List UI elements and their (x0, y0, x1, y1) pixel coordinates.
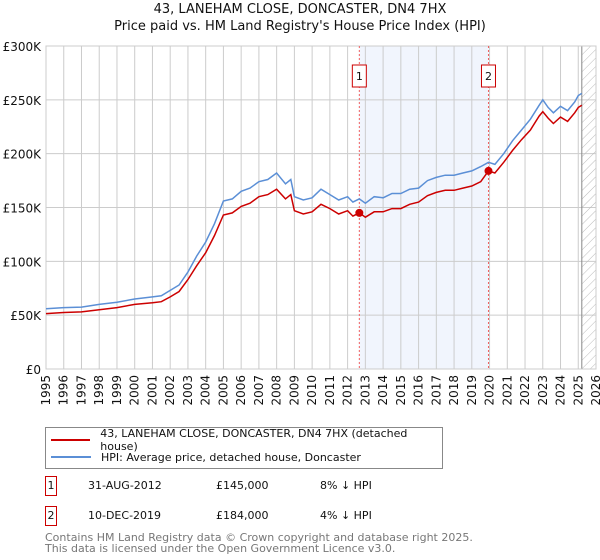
legend-label-price: 43, LANEHAM CLOSE, DONCASTER, DN4 7HX (d… (100, 427, 408, 453)
price-chart: 1995 1996 1997 1998 1999 2000 2001 2002 2003 2004… (3, 40, 600, 406)
y-tick-label: £250K (3, 94, 43, 108)
y-tick-label: £50K (10, 309, 42, 323)
sale-date: 31-AUG-2012 (88, 479, 162, 492)
x-tick-label: 2018 (447, 375, 461, 406)
footer-copyright: Contains HM Land Registry data © Crown c… (45, 531, 473, 544)
x-tick-label: 2007 (252, 375, 266, 406)
price-paid-line (45, 104, 583, 315)
sale-badge: 1 (45, 476, 57, 496)
x-tick-label: 2003 (181, 375, 195, 406)
footer: Contains HM Land Registry data © Crown c… (45, 532, 473, 554)
legend-item-price: 43, LANEHAM CLOSE, DONCASTER, DN4 7HX (d… (51, 427, 442, 453)
x-tick-label: 2012 (341, 375, 355, 406)
y-tick-label: £0 (26, 363, 41, 377)
sale-price: £184,000 (216, 509, 269, 522)
x-tick-label: 2008 (270, 375, 284, 406)
x-tick-label: 2013 (358, 375, 372, 406)
sale-label-number: 1 (356, 70, 363, 83)
sale-label-border (480, 64, 496, 88)
sale-point (484, 166, 493, 175)
x-tick-label: 2022 (518, 375, 532, 406)
x-tick-label: 2017 (429, 375, 443, 406)
x-tick-label: 2009 (287, 375, 301, 406)
sale-label-box: 1 (351, 64, 367, 88)
y-tick-label: £100K (3, 255, 43, 269)
x-tick-label: 1996 (57, 375, 71, 406)
sale-label-number: 2 (485, 70, 492, 83)
y-tick-label: £150K (3, 202, 43, 216)
x-tick-label: 2010 (305, 375, 319, 406)
hpi-line (45, 92, 583, 310)
sale-label-border (351, 64, 367, 88)
x-tick-label: 1999 (110, 375, 124, 406)
footer-licence: This data is licensed under the Open Gov… (45, 542, 396, 555)
chart-subtitle: Price paid vs. HM Land Registry's House … (114, 19, 486, 34)
y-tick-label: £200K (3, 148, 43, 162)
sale-point (355, 208, 364, 217)
forecast-hatch (581, 46, 596, 369)
x-tick-label: 2006 (234, 375, 248, 406)
sale-date: 10-DEC-2019 (88, 509, 162, 522)
x-tick-label: 2016 (412, 375, 426, 406)
legend-swatch-blue (51, 456, 91, 458)
x-tick-label: 2005 (216, 375, 230, 406)
x-tick-label: 2024 (554, 375, 568, 406)
x-tick-label: 2015 (394, 375, 408, 406)
sale-hpi-diff: 8% ↓ HPI (320, 479, 372, 492)
sale-price: £145,000 (216, 479, 269, 492)
x-tick-label: 2002 (163, 375, 177, 406)
chart-title: 43, LANEHAM CLOSE, DONCASTER, DN4 7HX (153, 2, 447, 17)
sale-badge: 2 (45, 506, 57, 526)
x-tick-label: 2011 (323, 375, 337, 406)
x-tick-label: 1997 (74, 375, 88, 406)
x-tick-label: 2025 (571, 375, 585, 406)
x-tick-label: 2001 (145, 375, 159, 406)
plot-frame (45, 45, 597, 370)
legend-label-hpi: HPI: Average price, detached house, Donc… (101, 450, 361, 464)
sale-label-box: 2 (480, 64, 496, 88)
sale-hpi-diff: 4% ↓ HPI (320, 509, 372, 522)
x-tick-label: 2019 (465, 375, 479, 406)
legend-swatch-red (51, 439, 91, 441)
y-tick-label: £300K (3, 40, 43, 54)
x-tick-label: 2020 (483, 375, 497, 406)
x-tick-label: 2004 (199, 375, 213, 406)
x-tick-label: 2000 (128, 375, 142, 406)
x-tick-label: 1998 (92, 375, 106, 406)
legend-item-hpi: HPI: Average price, detached house, Donc… (51, 449, 361, 465)
chart-legend: 43, LANEHAM CLOSE, DONCASTER, DN4 7HX (d… (45, 427, 443, 469)
x-tick-label: 2023 (536, 375, 550, 406)
x-tick-label: 2014 (376, 375, 390, 406)
x-tick-label: 2026 (589, 375, 600, 406)
x-tick-label: 1995 (39, 375, 53, 406)
x-tick-label: 2021 (500, 375, 514, 406)
